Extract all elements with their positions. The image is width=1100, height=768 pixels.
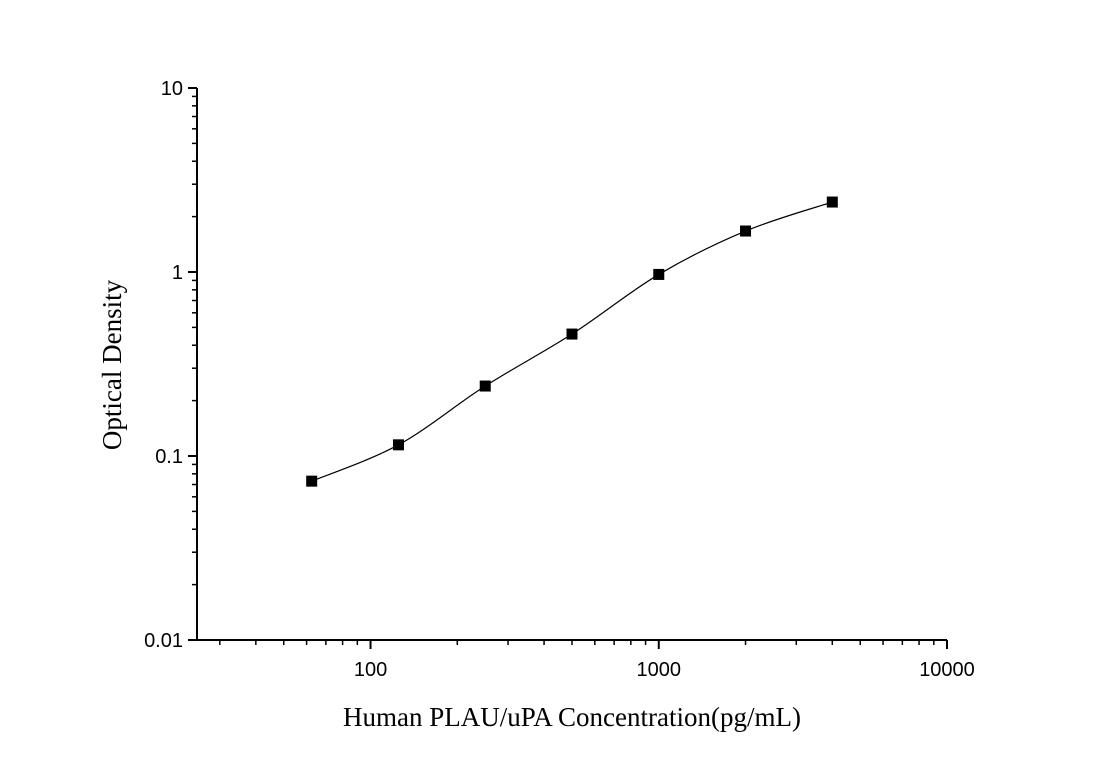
series-line [311, 201, 833, 482]
data-point [740, 225, 752, 237]
data-point [826, 196, 838, 208]
data-point [306, 475, 318, 487]
data-point [566, 328, 578, 340]
x-axis-title: Human PLAU/uPA Concentration(pg/mL) [343, 702, 801, 732]
x-tick-label: 1000 [637, 659, 682, 681]
data-point [479, 380, 491, 392]
plot-area [306, 196, 838, 487]
y-tick-label: 0.01 [144, 630, 183, 652]
x-tick-label: 100 [354, 659, 387, 681]
x-tick-label: 10000 [919, 659, 975, 681]
y-tick-label: 10 [161, 78, 183, 100]
y-axis-title: Optical Density [97, 279, 127, 450]
data-point [653, 268, 665, 280]
y-tick-label: 0.1 [155, 446, 183, 468]
data-point [392, 439, 404, 451]
y-tick-label: 1 [172, 262, 183, 284]
axes: 0.01 0.1 1 10 100 1000 10000 [144, 78, 975, 681]
